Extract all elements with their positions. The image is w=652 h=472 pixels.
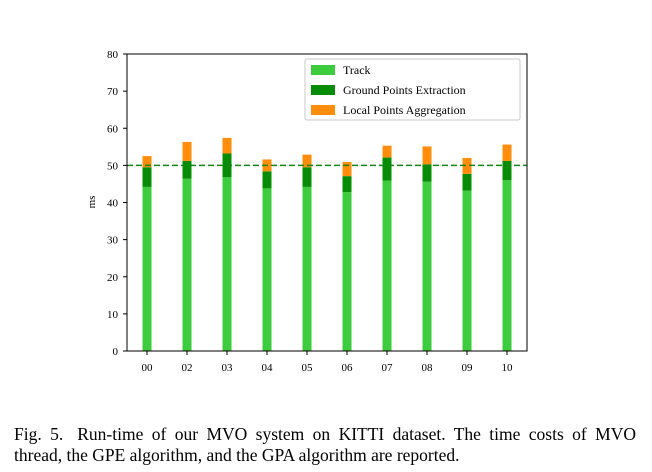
x-tick-label-05: 05 [302, 362, 314, 374]
legend-label-0: Track [343, 63, 371, 77]
y-tick-label-60: 60 [107, 123, 119, 135]
bar-03-series-2 [222, 137, 232, 154]
bar-06-series-1 [342, 176, 352, 193]
x-tick-label-07: 07 [382, 362, 394, 374]
bar-08-series-1 [422, 164, 432, 182]
bar-04-series-0 [262, 188, 272, 351]
bar-02-series-0 [182, 178, 192, 351]
stacked-bar-chart: 0 10 20 30 40 50 60 70 80 00 02 03 04 05 06 07 08 09 10 m… [86, 49, 528, 374]
figure-caption: Fig. 5. Run-time of our MVO system on KIT… [14, 424, 636, 466]
y-tick-label-40: 40 [107, 198, 119, 210]
x-tick-label-09: 09 [462, 362, 474, 374]
y-tick-label-50: 50 [107, 160, 119, 172]
legend-swatch-0 [311, 65, 335, 75]
y-tick-label-10: 10 [107, 309, 119, 321]
y-tick-label-80: 80 [107, 49, 119, 61]
x-tick-label-10: 10 [502, 362, 514, 374]
y-tick-label-70: 70 [107, 86, 119, 98]
x-axis: 00 02 03 04 05 06 07 08 09 10 [142, 351, 514, 374]
bar-05-series-2 [302, 154, 312, 168]
bar-08-series-0 [422, 181, 432, 351]
bar-07-series-2 [382, 145, 392, 158]
legend-box [304, 58, 521, 121]
bar-03-series-0 [222, 177, 232, 351]
bar-06-series-2 [342, 162, 352, 177]
y-tick-label-20: 20 [107, 272, 119, 284]
legend-label-2: Local Points Aggregation [343, 103, 466, 117]
legend: Track Ground Points Extraction Local Point… [304, 58, 521, 121]
bar-10-series-2 [502, 144, 512, 161]
bar-09-series-1 [462, 173, 472, 191]
bar-02-series-1 [182, 160, 192, 179]
bar-07-series-0 [382, 180, 392, 351]
bar-04-series-1 [262, 171, 272, 189]
x-tick-label-02: 02 [182, 362, 193, 374]
bar-02-series-2 [182, 141, 192, 161]
bar-05-series-0 [302, 186, 312, 351]
bar-06-series-0 [342, 192, 352, 351]
legend-swatch-2 [311, 105, 335, 115]
bars-layer [142, 137, 512, 351]
bar-00-series-2 [142, 156, 152, 168]
legend-swatch-1 [311, 85, 335, 95]
y-axis-label: ms [86, 196, 98, 209]
bar-08-series-2 [422, 146, 432, 165]
bar-00-series-0 [142, 186, 152, 351]
y-tick-label-0: 0 [113, 346, 119, 358]
bar-09-series-0 [462, 190, 472, 351]
bar-00-series-1 [142, 167, 152, 187]
bar-09-series-2 [462, 157, 472, 174]
x-tick-label-06: 06 [342, 362, 354, 374]
legend-label-1: Ground Points Extraction [343, 83, 466, 97]
x-tick-label-00: 00 [142, 362, 154, 374]
bar-07-series-1 [382, 157, 392, 181]
x-tick-label-03: 03 [222, 362, 234, 374]
bar-10-series-0 [502, 180, 512, 351]
bar-10-series-1 [502, 160, 512, 181]
y-axis: 0 10 20 30 40 50 60 70 80 [107, 49, 127, 358]
figure-label: Fig. 5. [14, 424, 64, 444]
caption-text: Run-time of our MVO system on KITTI data… [14, 424, 636, 465]
x-tick-label-08: 08 [422, 362, 434, 374]
bar-05-series-1 [302, 167, 312, 187]
y-tick-label-30: 30 [107, 235, 119, 247]
x-tick-label-04: 04 [262, 362, 274, 374]
